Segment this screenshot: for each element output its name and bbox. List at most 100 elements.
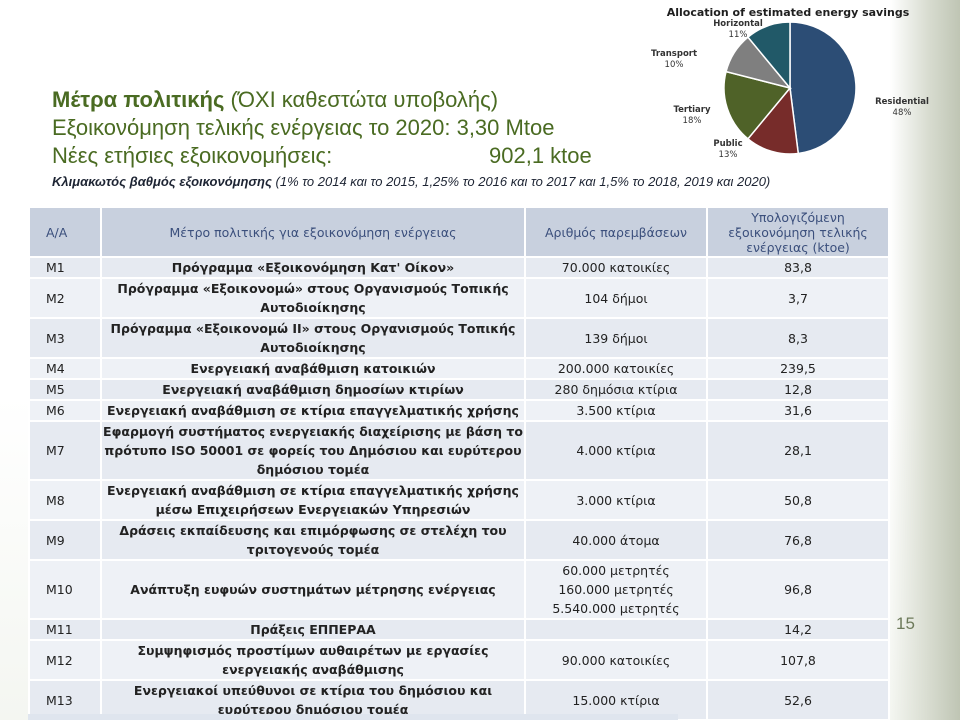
- measure-name: Ενεργειακοί υπεύθυνοι σε κτίρια του δημό…: [100, 679, 526, 721]
- table-row: Μ3 Πρόγραμμα «Εξοικονομώ ΙΙ» στους Οργανι…: [28, 317, 890, 359]
- interventions-count: 4.000 κτίρια: [524, 420, 708, 481]
- estimated-savings: 31,6: [706, 399, 890, 422]
- title-bold: Μέτρα πολιτικής: [52, 87, 225, 112]
- pie-value-transport: 10%: [665, 60, 684, 70]
- measure-name: Εφαρμογή συστήματος ενεργειακής διαχείρι…: [100, 420, 526, 481]
- table-row: Μ8 Ενεργειακή αναβάθμιση σε κτίρια επαγγε…: [28, 479, 890, 521]
- subtitle-bold: Κλιμακωτός βαθμός εξοικονόμησης: [52, 174, 272, 189]
- title-line-3: Νέες ετήσιες εξοικονομήσεις: 902,1 ktoe: [52, 142, 672, 170]
- table-row: Μ6 Ενεργειακή αναβάθμιση σε κτίρια επαγγε…: [28, 399, 890, 422]
- pie-value-residential: 48%: [893, 108, 912, 118]
- pie-chart-svg: Allocation of estimated energy savings R…: [651, 6, 929, 160]
- table-bottom-band: [28, 714, 678, 720]
- table-row: Μ5 Ενεργειακή αναβάθμιση δημοσίων κτιρίων…: [28, 378, 890, 401]
- table-row: Μ11 Πράξεις ΕΠΠΕΡΑΑ 14,2: [28, 618, 890, 641]
- measure-id: Μ7: [28, 420, 102, 481]
- measure-name: Ανάπτυξη ευφυών συστημάτων μέτρησης ενέρ…: [100, 559, 526, 620]
- chart-title: Allocation of estimated energy savings: [667, 6, 910, 19]
- interventions-count: 70.000 κατοικίες: [524, 256, 708, 279]
- measure-name: Ενεργειακή αναβάθμιση κατοικιών: [100, 357, 526, 380]
- interventions-count: 280 δημόσια κτίρια: [524, 378, 708, 401]
- subtitle: Κλιμακωτός βαθμός εξοικονόμησης (1% το 2…: [52, 174, 770, 189]
- measure-id: Μ11: [28, 618, 102, 641]
- estimated-savings: 76,8: [706, 519, 890, 561]
- interventions-count: 40.000 άτομα: [524, 519, 708, 561]
- header-interventions: Αριθμός παρεμβάσεων: [524, 206, 708, 258]
- title-line-1: Μέτρα πολιτικής (ΌΧΙ καθεστώτα υποβολής): [52, 86, 672, 114]
- header-savings: Υπολογιζόμενη εξοικονόμηση τελικής ενέργ…: [706, 206, 890, 258]
- table-row: Μ2 Πρόγραμμα «Εξοικονομώ» στους Οργανισμο…: [28, 277, 890, 319]
- pie-label-residential: Residential: [875, 97, 929, 107]
- measure-id: Μ9: [28, 519, 102, 561]
- new-savings-label: Νέες ετήσιες εξοικονομήσεις:: [52, 143, 333, 168]
- measure-name: Συμψηφισμός προστίμων αυθαιρέτων με εργα…: [100, 639, 526, 681]
- interventions-count: [524, 618, 708, 641]
- interventions-count: 3.500 κτίρια: [524, 399, 708, 422]
- table-row: Μ4 Ενεργειακή αναβάθμιση κατοικιών 200.000…: [28, 357, 890, 380]
- pie-chart: Allocation of estimated energy savings R…: [640, 0, 940, 160]
- estimated-savings: 107,8: [706, 639, 890, 681]
- pie-slice-horizontal: [746, 21, 791, 91]
- decorative-side-band: [890, 0, 960, 720]
- measure-id: Μ10: [28, 559, 102, 620]
- interventions-subvalue: 60.000 μετρητές: [562, 563, 670, 578]
- measure-id: Μ1: [28, 256, 102, 279]
- interventions-count: 200.000 κατοικίες: [524, 357, 708, 380]
- interventions-count: 90.000 κατοικίες: [524, 639, 708, 681]
- interventions-subvalue: 5.540.000 μετρητές: [552, 601, 680, 616]
- pie-slice-residential: [789, 21, 857, 155]
- pie-label-horizontal: Horizontal: [713, 19, 763, 29]
- title-line-2: Εξοικονόμηση τελικής ενέργειας το 2020: …: [52, 115, 555, 140]
- table-row: Μ9 Δράσεις εκπαίδευσης και επιμόρφωσης σε…: [28, 519, 890, 561]
- measures-table: Α/Α Μέτρο πολιτικής για εξοικονόμηση ενέ…: [28, 206, 890, 721]
- estimated-savings: 50,8: [706, 479, 890, 521]
- estimated-savings: 14,2: [706, 618, 890, 641]
- measure-id: Μ4: [28, 357, 102, 380]
- subtitle-rest: (1% το 2014 και το 2015, 1,25% το 2016 κ…: [271, 174, 771, 189]
- measure-name: Πρόγραμμα «Εξοικονόμηση Κατ' Οίκον»: [100, 256, 526, 279]
- measure-id: Μ8: [28, 479, 102, 521]
- estimated-savings: 3,7: [706, 277, 890, 319]
- measure-id: Μ12: [28, 639, 102, 681]
- table-row: Μ10 Ανάπτυξη ευφυών συστημάτων μέτρησης ε…: [28, 559, 890, 620]
- measure-name: Πρόγραμμα «Εξοικονομώ ΙΙ» στους Οργανισμ…: [100, 317, 526, 359]
- pie-value-tertiary: 18%: [683, 116, 702, 126]
- measure-name: Πράξεις ΕΠΠΕΡΑΑ: [100, 618, 526, 641]
- pie-slice-tertiary: [723, 70, 792, 140]
- interventions-count: 139 δήμοι: [524, 317, 708, 359]
- estimated-savings: 83,8: [706, 256, 890, 279]
- estimated-savings: 52,6: [706, 679, 890, 721]
- table-row: Μ7 Εφαρμογή συστήματος ενεργειακής διαχεί…: [28, 420, 890, 481]
- measure-name: Ενεργειακή αναβάθμιση σε κτίρια επαγγελμ…: [100, 399, 526, 422]
- interventions-count: 3.000 κτίρια: [524, 479, 708, 521]
- estimated-savings: 8,3: [706, 317, 890, 359]
- measure-id: Μ3: [28, 317, 102, 359]
- measure-name: Ενεργειακή αναβάθμιση σε κτίρια επαγγελμ…: [100, 479, 526, 521]
- header-measure: Μέτρο πολιτικής για εξοικονόμηση ενέργει…: [100, 206, 526, 258]
- pie-value-public: 13%: [719, 150, 738, 160]
- measure-id: Μ5: [28, 378, 102, 401]
- new-savings-value: 902,1 ktoe: [489, 143, 592, 168]
- table-header-row: Α/Α Μέτρο πολιτικής για εξοικονόμηση ενέ…: [28, 206, 890, 258]
- estimated-savings: 239,5: [706, 357, 890, 380]
- table-row: Μ12 Συμψηφισμός προστίμων αυθαιρέτων με ε…: [28, 639, 890, 681]
- measure-name: Δράσεις εκπαίδευσης και επιμόρφωσης σε σ…: [100, 519, 526, 561]
- interventions-count: 60.000 μετρητές 160.000 μετρητές 5.540.000…: [524, 559, 708, 620]
- table-row: Μ1 Πρόγραμμα «Εξοικονόμηση Κατ' Οίκον» 70.…: [28, 256, 890, 279]
- measure-id: Μ2: [28, 277, 102, 319]
- measure-id: Μ6: [28, 399, 102, 422]
- estimated-savings: 96,8: [706, 559, 890, 620]
- header-id: Α/Α: [28, 206, 102, 258]
- estimated-savings: 28,1: [706, 420, 890, 481]
- interventions-subvalue: 160.000 μετρητές: [558, 582, 674, 597]
- measure-name: Ενεργειακή αναβάθμιση δημοσίων κτιρίων: [100, 378, 526, 401]
- measure-name: Πρόγραμμα «Εξοικονομώ» στους Οργανισμούς…: [100, 277, 526, 319]
- slide-number: 15: [896, 614, 915, 633]
- title-rest: (ΌΧΙ καθεστώτα υποβολής): [224, 87, 499, 112]
- slide-title: Μέτρα πολιτικής (ΌΧΙ καθεστώτα υποβολής)…: [52, 86, 672, 170]
- table-row: Μ13 Ενεργειακοί υπεύθυνοι σε κτίρια του δ…: [28, 679, 890, 721]
- pie-label-tertiary: Tertiary: [673, 105, 711, 115]
- interventions-count: 104 δήμοι: [524, 277, 708, 319]
- pie-label-public: Public: [713, 139, 742, 149]
- pie-value-horizontal: 11%: [729, 30, 748, 40]
